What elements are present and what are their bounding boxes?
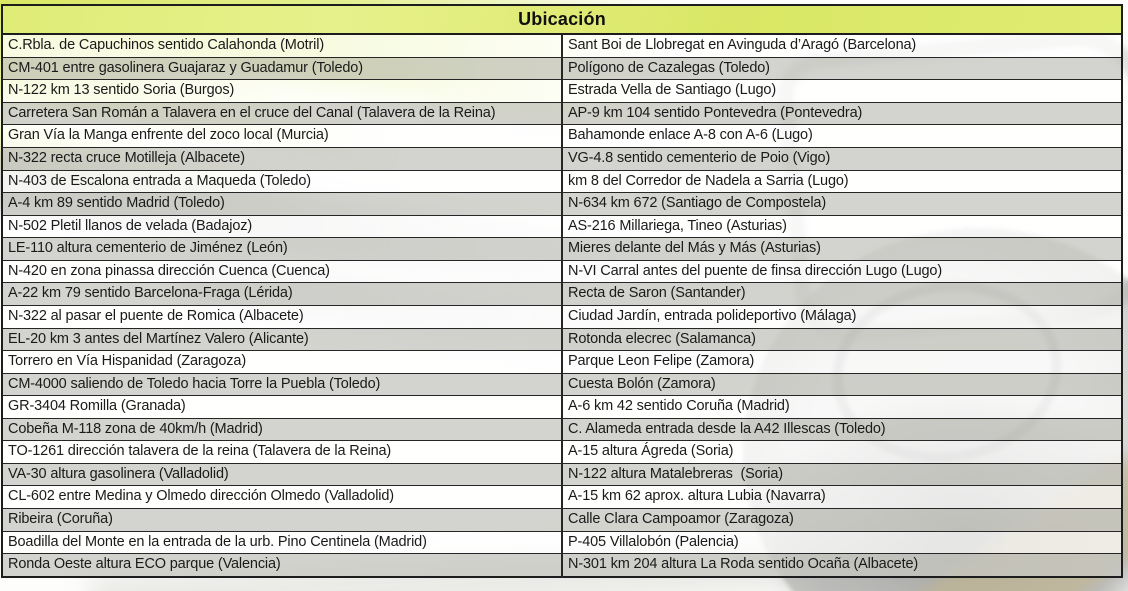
table-row: A-4 km 89 sentido Madrid (Toledo) N-634 k… (1, 192, 1123, 216)
location-cell: N-301 km 204 altura La Roda sentido Ocañ… (561, 553, 1123, 578)
header-row: Ubicación (1, 4, 1123, 35)
location-cell: Cuesta Bolón (Zamora) (561, 372, 1123, 397)
location-cell: Calle Clara Campoamor (Zaragoza) (561, 508, 1123, 532)
location-cell: CM-4000 saliendo de Toledo hacia Torre l… (1, 372, 563, 397)
location-cell: km 8 del Corredor de Nadela a Sarria (Lu… (561, 169, 1123, 194)
location-cell: Boadilla del Monte en la entrada de la u… (1, 530, 563, 555)
location-cell: Polígono de Cazalegas (Toledo) (561, 56, 1123, 81)
location-cell: Ronda Oeste altura ECO parque (Valencia) (1, 553, 563, 578)
table-row: N-122 km 13 sentido Soria (Burgos) Estrad… (1, 79, 1123, 103)
location-cell: N-403 de Escalona entrada a Maqueda (Tol… (1, 169, 563, 194)
location-cell: Carretera San Román a Talavera en el cru… (1, 101, 563, 126)
table-row: EL-20 km 3 antes del Martínez Valero (Al… (1, 327, 1123, 352)
location-cell: EL-20 km 3 antes del Martínez Valero (Al… (1, 327, 563, 352)
table-row: LE-110 altura cementerio de Jiménez (Leó… (1, 237, 1123, 261)
location-cell: N-420 en zona pinassa dirección Cuenca (… (1, 259, 563, 284)
table-row: N-322 al pasar el puente de Romica (Alba… (1, 304, 1123, 329)
location-cell: P-405 Villalobón (Palencia) (561, 530, 1123, 555)
table-row: A-22 km 79 sentido Barcelona-Fraga (Léri… (1, 282, 1123, 306)
location-cell: Estrada Vella de Santiago (Lugo) (561, 79, 1123, 103)
location-cell: Torrero en Vía Hispanidad (Zaragoza) (1, 350, 563, 374)
table-row: N-502 Pletil llanos de velada (Badajoz) A… (1, 214, 1123, 239)
location-cell: C.Rbla. de Capuchinos sentido Calahonda … (1, 33, 563, 58)
location-cell: Sant Boi de Llobregat en Avinguda d’Arag… (561, 33, 1123, 58)
location-cell: N-122 altura Matalebreras (Soria) (561, 462, 1123, 487)
location-cell: CM-401 entre gasolinera Guajaraz y Guada… (1, 56, 563, 81)
location-cell: CL-602 entre Medina y Olmedo dirección O… (1, 485, 563, 509)
location-cell: Parque Leon Felipe (Zamora) (561, 350, 1123, 374)
location-cell: N-VI Carral antes del puente de finsa di… (561, 259, 1123, 284)
location-cell: Rotonda elecrec (Salamanca) (561, 327, 1123, 352)
table-row: Carretera San Román a Talavera en el cru… (1, 101, 1123, 126)
location-cell: TO-1261 dirección talavera de la reina (… (1, 440, 563, 464)
location-cell: Gran Vía la Manga enfrente del zoco loca… (1, 124, 563, 148)
table-row: GR-3404 Romilla (Granada) A-6 km 42 senti… (1, 395, 1123, 419)
location-cell: N-634 km 672 (Santiago de Compostela) (561, 192, 1123, 216)
table-row: C.Rbla. de Capuchinos sentido Calahonda … (1, 33, 1123, 58)
table-row: VA-30 altura gasolinera (Valladolid) N-12… (1, 462, 1123, 487)
table-row: N-403 de Escalona entrada a Maqueda (Tol… (1, 169, 1123, 194)
table-row: TO-1261 dirección talavera de la reina (… (1, 440, 1123, 464)
table-row: Boadilla del Monte en la entrada de la u… (1, 530, 1123, 555)
table-row: Ribeira (Coruña) Calle Clara Campoamor (Z… (1, 508, 1123, 532)
location-cell: Mieres delante del Más y Más (Asturias) (561, 237, 1123, 261)
table-row: Ronda Oeste altura ECO parque (Valencia)… (1, 553, 1123, 578)
table-row: Gran Vía la Manga enfrente del zoco loca… (1, 124, 1123, 148)
location-cell: VG-4.8 sentido cementerio de Poio (Vigo) (561, 147, 1123, 171)
location-cell: Cobeña M-118 zona de 40km/h (Madrid) (1, 417, 563, 442)
location-cell: Ciudad Jardín, entrada polideportivo (Má… (561, 304, 1123, 329)
table-title: Ubicación (1, 4, 1123, 35)
location-cell: VA-30 altura gasolinera (Valladolid) (1, 462, 563, 487)
table-row: Torrero en Vía Hispanidad (Zaragoza) Parq… (1, 350, 1123, 374)
table-row: Cobeña M-118 zona de 40km/h (Madrid) C. A… (1, 417, 1123, 442)
location-cell: A-6 km 42 sentido Coruña (Madrid) (561, 395, 1123, 419)
location-cell: GR-3404 Romilla (Granada) (1, 395, 563, 419)
location-cell: C. Alameda entrada desde la A42 Illescas… (561, 417, 1123, 442)
location-cell: A-15 altura Ágreda (Soria) (561, 440, 1123, 464)
location-cell: A-22 km 79 sentido Barcelona-Fraga (Léri… (1, 282, 563, 306)
location-cell: N-122 km 13 sentido Soria (Burgos) (1, 79, 563, 103)
table-row: CM-4000 saliendo de Toledo hacia Torre l… (1, 372, 1123, 397)
location-cell: AP-9 km 104 sentido Pontevedra (Ponteved… (561, 101, 1123, 126)
location-cell: N-322 recta cruce Motilleja (Albacete) (1, 147, 563, 171)
location-cell: Ribeira (Coruña) (1, 508, 563, 532)
location-cell: A-15 km 62 aprox. altura Lubia (Navarra) (561, 485, 1123, 509)
location-cell: AS-216 Millariega, Tineo (Asturias) (561, 214, 1123, 239)
table-body: C.Rbla. de Capuchinos sentido Calahonda … (1, 33, 1123, 578)
table-row: CM-401 entre gasolinera Guajaraz y Guada… (1, 56, 1123, 81)
table-row: CL-602 entre Medina y Olmedo dirección O… (1, 485, 1123, 509)
location-cell: LE-110 altura cementerio de Jiménez (Leó… (1, 237, 563, 261)
ubicacion-table: Ubicación C.Rbla. de Capuchinos sentido … (1, 4, 1123, 578)
location-cell: N-322 al pasar el puente de Romica (Alba… (1, 304, 563, 329)
table-row: N-420 en zona pinassa dirección Cuenca (… (1, 259, 1123, 284)
location-cell: Recta de Saron (Santander) (561, 282, 1123, 306)
table-row: N-322 recta cruce Motilleja (Albacete) VG… (1, 147, 1123, 171)
table-header: Ubicación (1, 4, 1123, 35)
location-cell: N-502 Pletil llanos de velada (Badajoz) (1, 214, 563, 239)
location-cell: Bahamonde enlace A-8 con A-6 (Lugo) (561, 124, 1123, 148)
location-cell: A-4 km 89 sentido Madrid (Toledo) (1, 192, 563, 216)
